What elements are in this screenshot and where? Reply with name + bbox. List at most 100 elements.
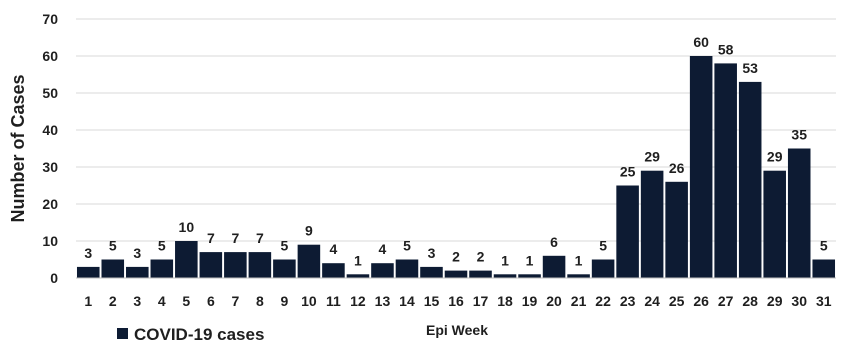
x-tick-29: 29 — [767, 293, 783, 309]
data-label-week-24: 29 — [644, 149, 660, 165]
bar-week-9 — [273, 259, 296, 278]
y-tick-60: 60 — [42, 48, 58, 64]
bar-week-5 — [175, 241, 198, 278]
bar-week-3 — [126, 266, 149, 278]
bar-week-29 — [763, 170, 786, 278]
x-tick-2: 2 — [109, 293, 117, 309]
data-label-week-7: 7 — [231, 230, 239, 246]
y-tick-10: 10 — [42, 233, 58, 249]
x-tick-9: 9 — [280, 293, 288, 309]
bar-week-31 — [812, 259, 836, 278]
x-tick-7: 7 — [231, 293, 239, 309]
data-label-week-25: 26 — [669, 160, 685, 176]
x-tick-1: 1 — [84, 293, 92, 309]
bar-week-19 — [518, 274, 541, 278]
data-label-week-11: 4 — [330, 241, 338, 257]
x-tick-20: 20 — [546, 293, 562, 309]
bar-week-17 — [469, 270, 492, 278]
y-tick-30: 30 — [42, 159, 58, 175]
x-tick-17: 17 — [473, 293, 489, 309]
x-tick-22: 22 — [595, 293, 611, 309]
x-tick-13: 13 — [375, 293, 391, 309]
x-tick-26: 26 — [693, 293, 709, 309]
x-tick-5: 5 — [182, 293, 190, 309]
x-tick-30: 30 — [791, 293, 807, 309]
y-tick-70: 70 — [42, 11, 58, 27]
x-tick-24: 24 — [644, 293, 660, 309]
bar-week-27 — [714, 63, 737, 279]
bar-week-1 — [76, 266, 100, 278]
legend-label: COVID-19 cases — [134, 325, 264, 344]
data-label-week-13: 4 — [379, 241, 387, 257]
data-label-week-22: 5 — [599, 238, 607, 254]
legend-swatch — [117, 328, 128, 339]
data-label-week-2: 5 — [109, 238, 117, 254]
x-axis-title: Epi Week — [426, 322, 488, 338]
x-tick-labels: 1 2 3 4 5 6 7 8 9 10 11 12 13 14 15 16 17 18 19 20 21 22 23 24 2… — [84, 293, 831, 309]
data-label-week-30: 35 — [791, 127, 807, 143]
bar-week-30 — [787, 148, 811, 278]
bar-week-21 — [567, 274, 590, 278]
data-label-week-5: 10 — [179, 219, 195, 235]
x-tick-21: 21 — [571, 293, 587, 309]
legend: COVID-19 cases — [117, 325, 264, 344]
y-tick-0: 0 — [50, 270, 58, 286]
bar-week-8 — [248, 252, 272, 278]
data-label-week-23: 25 — [620, 164, 636, 180]
x-tick-4: 4 — [158, 293, 166, 309]
bar-week-14 — [395, 259, 419, 278]
data-label-week-16: 2 — [452, 249, 460, 265]
bar-week-4 — [150, 259, 174, 278]
x-tick-12: 12 — [350, 293, 366, 309]
bar-week-24 — [640, 170, 664, 278]
bar-week-26 — [689, 56, 713, 278]
gridlines — [76, 18, 836, 242]
bar-week-13 — [371, 263, 394, 278]
data-label-week-19: 1 — [526, 252, 534, 268]
bar-week-10 — [297, 244, 321, 278]
data-label-week-31: 5 — [820, 238, 828, 254]
bar-week-25 — [665, 181, 688, 278]
x-tick-23: 23 — [620, 293, 636, 309]
x-tick-18: 18 — [497, 293, 513, 309]
x-tick-28: 28 — [742, 293, 758, 309]
bar-week-11 — [322, 263, 345, 278]
bar-week-20 — [542, 255, 566, 278]
x-tick-8: 8 — [256, 293, 264, 309]
bar-week-28 — [738, 81, 762, 279]
data-label-week-21: 1 — [575, 252, 583, 268]
x-tick-6: 6 — [207, 293, 215, 309]
data-label-week-8: 7 — [256, 230, 264, 246]
data-label-week-14: 5 — [403, 238, 411, 254]
bar-week-6 — [199, 252, 223, 278]
x-tick-25: 25 — [669, 293, 685, 309]
data-label-week-17: 2 — [477, 249, 485, 265]
data-label-week-28: 53 — [742, 60, 758, 76]
x-tick-15: 15 — [424, 293, 440, 309]
bars — [76, 56, 836, 279]
y-tick-20: 20 — [42, 196, 58, 212]
bar-week-18 — [493, 274, 517, 278]
y-tick-labels: 0 10 20 30 40 50 60 70 — [42, 11, 58, 286]
data-label-week-20: 6 — [550, 234, 558, 250]
data-label-week-12: 1 — [354, 252, 362, 268]
bar-week-16 — [444, 270, 468, 278]
bar-week-7 — [224, 252, 247, 278]
data-label-week-1: 3 — [84, 245, 92, 261]
bar-week-15 — [420, 266, 443, 278]
data-label-week-6: 7 — [207, 230, 215, 246]
x-tick-14: 14 — [399, 293, 415, 309]
x-tick-19: 19 — [522, 293, 538, 309]
data-label-week-27: 58 — [718, 41, 734, 57]
y-axis-title: Number of Cases — [8, 74, 28, 222]
data-label-week-18: 1 — [501, 252, 509, 268]
data-label-week-4: 5 — [158, 238, 166, 254]
bar-week-2 — [101, 259, 125, 278]
x-tick-31: 31 — [816, 293, 832, 309]
data-label-week-10: 9 — [305, 223, 313, 239]
data-label-week-15: 3 — [428, 245, 436, 261]
x-tick-16: 16 — [448, 293, 464, 309]
